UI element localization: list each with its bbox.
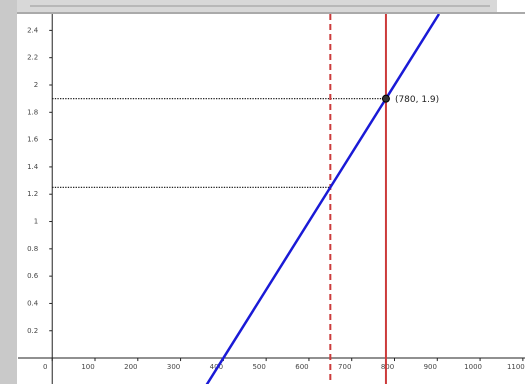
y-tick-label: 1.6 [27, 136, 39, 144]
point-label: (780, 1.9) [395, 95, 439, 105]
y-tick-label: 2.4 [27, 26, 39, 34]
top-border [17, 12, 525, 14]
y-tick-label: 0.2 [27, 327, 38, 335]
y-tick-label: 1.8 [27, 108, 38, 116]
function-line [205, 14, 441, 384]
x-tick-label: 200 [124, 363, 137, 371]
x-tick-label: 100 [81, 363, 94, 371]
x-tick-label: 300 [167, 363, 180, 371]
y-tick-label: 1.2 [27, 190, 38, 198]
y-tick-label: 0.8 [27, 245, 38, 253]
x-tick-label: 900 [424, 363, 437, 371]
x-tick-label: 800 [381, 363, 394, 371]
x-tick-label: 0 [43, 363, 47, 371]
y-tick-label: 2.2 [27, 54, 38, 62]
y-tick-label: 1 [34, 218, 38, 226]
y-tick-label: 2 [34, 81, 38, 89]
point [381, 94, 390, 103]
y-tick-label: 0.4 [27, 299, 39, 307]
x-tick-label: 1000 [464, 363, 482, 371]
x-tick-label: 600 [295, 363, 308, 371]
y-tick-label: 1.4 [27, 163, 39, 171]
x-tick-label: 500 [252, 363, 265, 371]
plot-area: 0 100 200 300 400 500 600 700 800 900 1000 11000.20… [18, 14, 525, 384]
left-border [0, 0, 17, 384]
x-tick-label: 700 [338, 363, 351, 371]
y-tick-label: 0.6 [27, 272, 39, 280]
x-tick-label: 1100 [507, 363, 525, 371]
